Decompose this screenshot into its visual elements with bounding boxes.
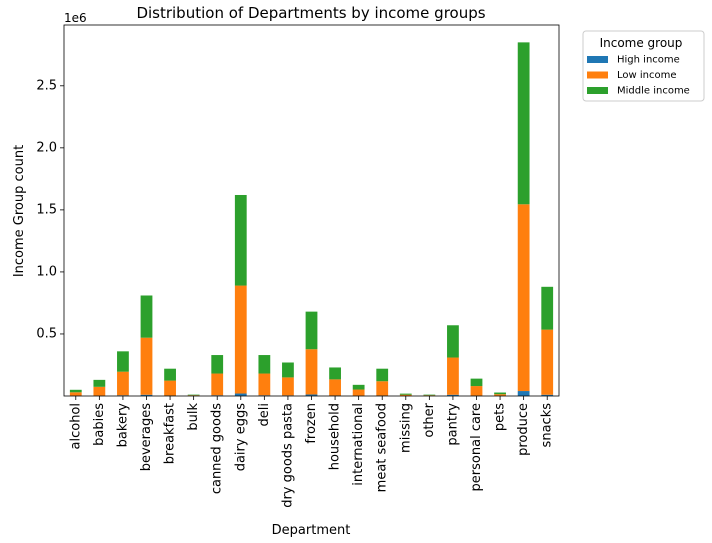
y-tick-label: 1.5	[36, 202, 57, 217]
bar-segment-1	[541, 394, 554, 396]
bar-segment-2	[234, 285, 247, 394]
chart-title: Distribution of Departments by income gr…	[136, 4, 485, 22]
x-tick-label: snacks	[540, 403, 555, 448]
x-tick-label: dairy eggs	[233, 403, 248, 472]
bar-segment-2	[117, 371, 129, 396]
x-tick-label: missing	[398, 403, 413, 453]
x-tick-label: meat seafood	[375, 403, 390, 492]
legend-label: High income	[617, 55, 680, 66]
bar-segment-2	[447, 357, 459, 395]
bar-segment-3	[93, 379, 106, 387]
bar-segment-3	[305, 311, 318, 350]
bar-segment-2	[305, 349, 318, 395]
bar-segment-2	[140, 337, 153, 395]
bar-segment-3	[234, 194, 247, 286]
legend-label: Middle income	[617, 86, 690, 97]
bar-segment-2	[329, 379, 341, 396]
bar-segment-2	[470, 386, 483, 396]
x-tick-label: deli	[257, 403, 272, 426]
x-tick-label: produce	[516, 403, 531, 456]
x-tick-label: canned goods	[210, 403, 225, 494]
bar-segment-1	[234, 393, 247, 396]
legend-box	[582, 30, 705, 102]
bar-segment-2	[494, 394, 506, 396]
legend-swatch	[587, 71, 608, 79]
bar-segment-3	[117, 351, 129, 372]
x-tick-label: pantry	[445, 403, 460, 446]
bar-segment-1	[447, 394, 459, 396]
x-tick-label: international	[351, 403, 366, 486]
legend-label: Low income	[617, 70, 677, 81]
bar-segment-3	[282, 362, 294, 378]
bar-segment-1	[140, 394, 153, 396]
bar-segment-3	[399, 393, 412, 395]
bar-segment-3	[329, 367, 341, 380]
bar-segment-2	[258, 373, 271, 396]
x-tick-label: dry goods pasta	[280, 403, 295, 508]
y-offset-label: 1e6	[64, 11, 87, 25]
x-tick-label: alcohol	[68, 403, 83, 449]
bar-segment-3	[352, 384, 365, 390]
bar-segment-2	[69, 392, 82, 396]
x-tick-label: bulk	[186, 403, 201, 431]
bar-segment-2	[211, 373, 224, 396]
x-tick-label: personal care	[469, 403, 484, 491]
bar-segment-3	[541, 286, 554, 330]
bar-segment-3	[447, 325, 459, 358]
bar-segment-3	[258, 355, 271, 374]
bar-segment-2	[187, 395, 200, 396]
bar-segment-2	[93, 386, 106, 396]
y-tick-label: 1.0	[36, 264, 57, 279]
bar-segment-2	[517, 204, 530, 392]
axes-frame	[63, 24, 560, 397]
bar-segment-3	[470, 378, 483, 387]
y-axis-label: Income Group count	[12, 145, 27, 277]
bar-segment-2	[352, 389, 365, 396]
x-tick-label: pets	[493, 403, 508, 431]
bar-segment-3	[164, 368, 176, 381]
bar-segment-2	[399, 394, 412, 396]
bar-segment-3	[211, 355, 224, 374]
x-tick-label: household	[328, 403, 343, 470]
bar-segment-2	[164, 380, 176, 396]
x-tick-label: other	[422, 402, 437, 437]
x-tick-label: breakfast	[163, 403, 178, 464]
bar-segment-3	[376, 368, 389, 382]
legend-title: Income group	[600, 36, 683, 50]
bar-segment-3	[187, 394, 200, 396]
legend: Income group High income Low income Middle…	[582, 30, 705, 102]
y-tick-label: 0.5	[36, 326, 57, 341]
x-tick-label: frozen	[304, 403, 319, 444]
bar-segment-3	[517, 42, 530, 205]
legend-swatch	[587, 56, 608, 63]
x-tick-label: babies	[92, 403, 107, 446]
bar-segment-3	[69, 389, 82, 393]
x-axis-label: Department	[272, 523, 351, 538]
y-tick-label: 2.5	[36, 78, 57, 93]
bar-segment-1	[517, 391, 530, 396]
bar-segment-2	[541, 329, 554, 395]
legend-swatch	[587, 87, 608, 94]
bar-segment-2	[282, 377, 294, 396]
bar-segment-1	[305, 394, 318, 396]
plot-area: alcohol babies bakery beverages breakfast bul…	[36, 24, 560, 508]
y-tick-label: 2.0	[36, 140, 57, 155]
bar-segment-3	[140, 295, 153, 338]
x-tick-label: beverages	[139, 403, 154, 472]
x-tick-label: bakery	[115, 403, 130, 448]
bar-segment-2	[376, 381, 389, 396]
bar-segment-3	[494, 392, 506, 395]
bar-segment-3	[423, 394, 436, 396]
